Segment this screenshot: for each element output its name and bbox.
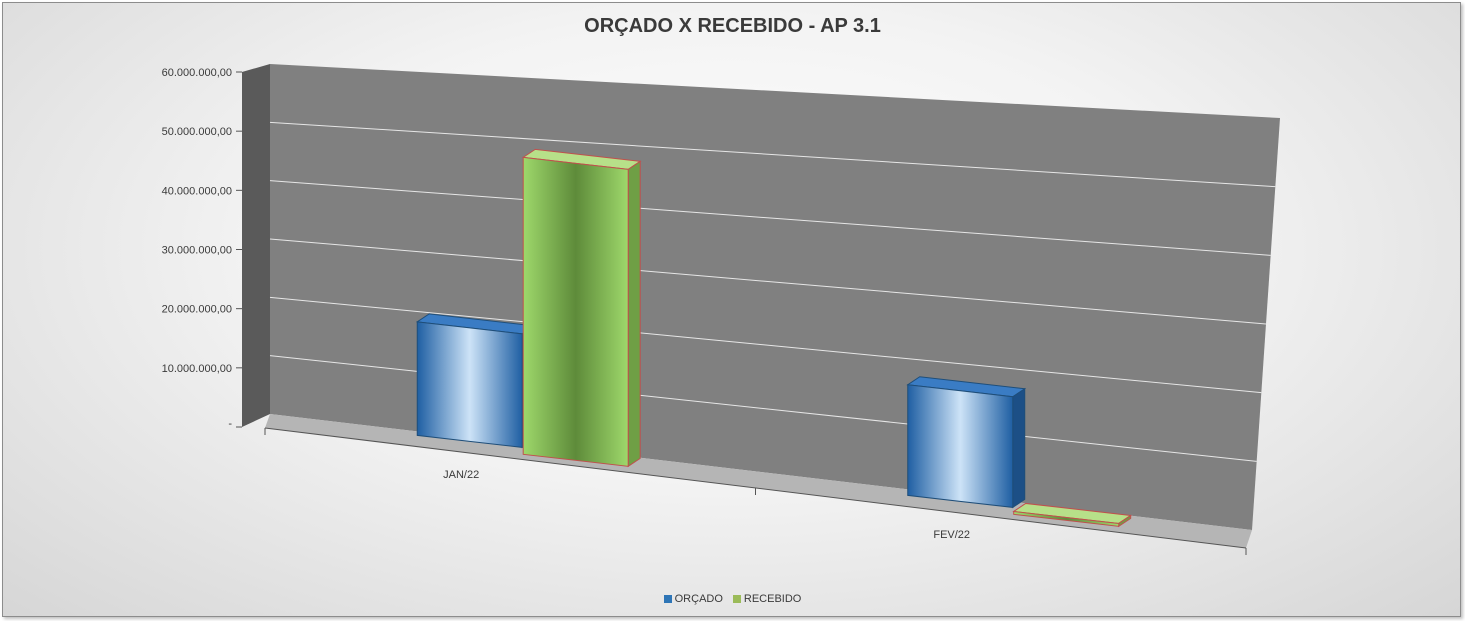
legend-swatch-recebido (732, 595, 741, 603)
legend-swatch-orcado (663, 595, 672, 603)
chart-walls (242, 64, 1280, 548)
legend-item-orcado: ORÇADO (663, 593, 723, 605)
gridline (269, 296, 1262, 394)
y-tick-label: 50.000.000,00 (162, 126, 232, 138)
bar-side-jan22-recebido (627, 160, 641, 468)
legend-label-orcado: ORÇADO (674, 593, 723, 605)
y-tick-label: 40.000.000,00 (162, 185, 232, 197)
bar-fev22-orcado (907, 384, 1014, 508)
side-wall (242, 64, 270, 427)
bar-jan22-recebido (522, 156, 629, 467)
chart-title: ORÇADO X RECEBIDO - AP 3.1 (584, 15, 881, 37)
y-tick-label: 10.000.000,00 (162, 363, 232, 375)
bar-side-fev22-orcado (1012, 387, 1026, 509)
legend-item-recebido: RECEBIDO (732, 593, 802, 605)
y-tick-label: 20.000.000,00 (162, 304, 232, 316)
x-tick-label: FEV/22 (933, 529, 970, 541)
gridlines (269, 121, 1276, 462)
bars (415, 148, 1133, 528)
floor (265, 414, 1252, 548)
y-tick-label: 30.000.000,00 (162, 245, 232, 257)
axes: - 10.000.000,00 20.000.000,00 30.000.000,00… (162, 67, 1247, 555)
bar-jan22-orcado (416, 321, 523, 448)
gridline (269, 180, 1271, 256)
bar-fev22-recebido (1013, 510, 1120, 527)
legend-label-recebido: RECEBIDO (743, 593, 802, 605)
gridline (269, 121, 1276, 188)
y-tick-label: - (228, 418, 232, 430)
gridline (269, 238, 1267, 325)
legend: ORÇADO RECEBIDO (0, 593, 1465, 605)
y-tick-label: 60.000.000,00 (162, 67, 232, 79)
x-tick-label: JAN/22 (443, 469, 479, 481)
back-wall (270, 64, 1280, 530)
